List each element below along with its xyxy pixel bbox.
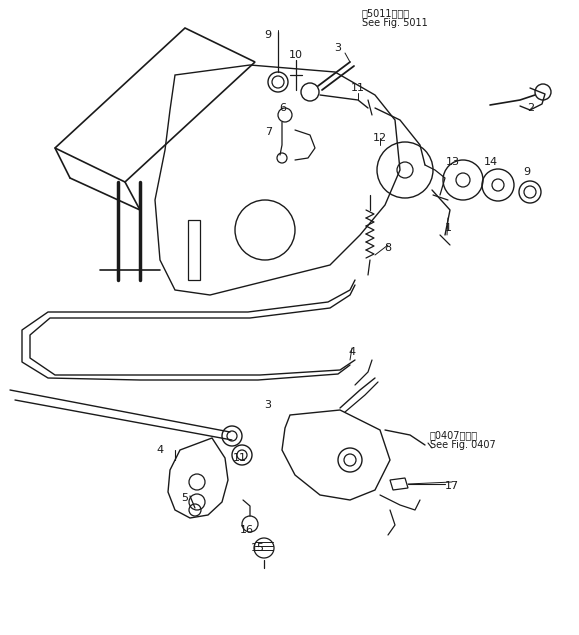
Text: 16: 16 (240, 525, 254, 535)
Text: 13: 13 (446, 157, 460, 167)
Text: See Fig. 5011: See Fig. 5011 (362, 18, 428, 28)
Text: 10: 10 (289, 50, 303, 60)
Text: 4: 4 (349, 347, 356, 357)
Text: 11: 11 (351, 83, 365, 93)
Text: 5: 5 (181, 493, 189, 503)
Text: 2: 2 (527, 103, 534, 113)
Text: 7: 7 (265, 127, 273, 137)
Text: 4: 4 (156, 445, 163, 455)
Text: 17: 17 (445, 481, 459, 491)
Text: 1: 1 (445, 223, 452, 233)
Text: 14: 14 (484, 157, 498, 167)
Text: 第0407図参照: 第0407図参照 (430, 430, 478, 440)
Text: 8: 8 (384, 243, 391, 253)
Text: 9: 9 (265, 30, 272, 40)
Text: See Fig. 0407: See Fig. 0407 (430, 440, 496, 450)
Text: 9: 9 (523, 167, 530, 177)
Text: 12: 12 (373, 133, 387, 143)
Text: 15: 15 (251, 543, 265, 553)
Text: 11: 11 (233, 453, 247, 463)
Text: 3: 3 (265, 400, 272, 410)
Text: 6: 6 (280, 103, 287, 113)
Text: 第5011図参照: 第5011図参照 (362, 8, 410, 18)
Text: 3: 3 (335, 43, 342, 53)
